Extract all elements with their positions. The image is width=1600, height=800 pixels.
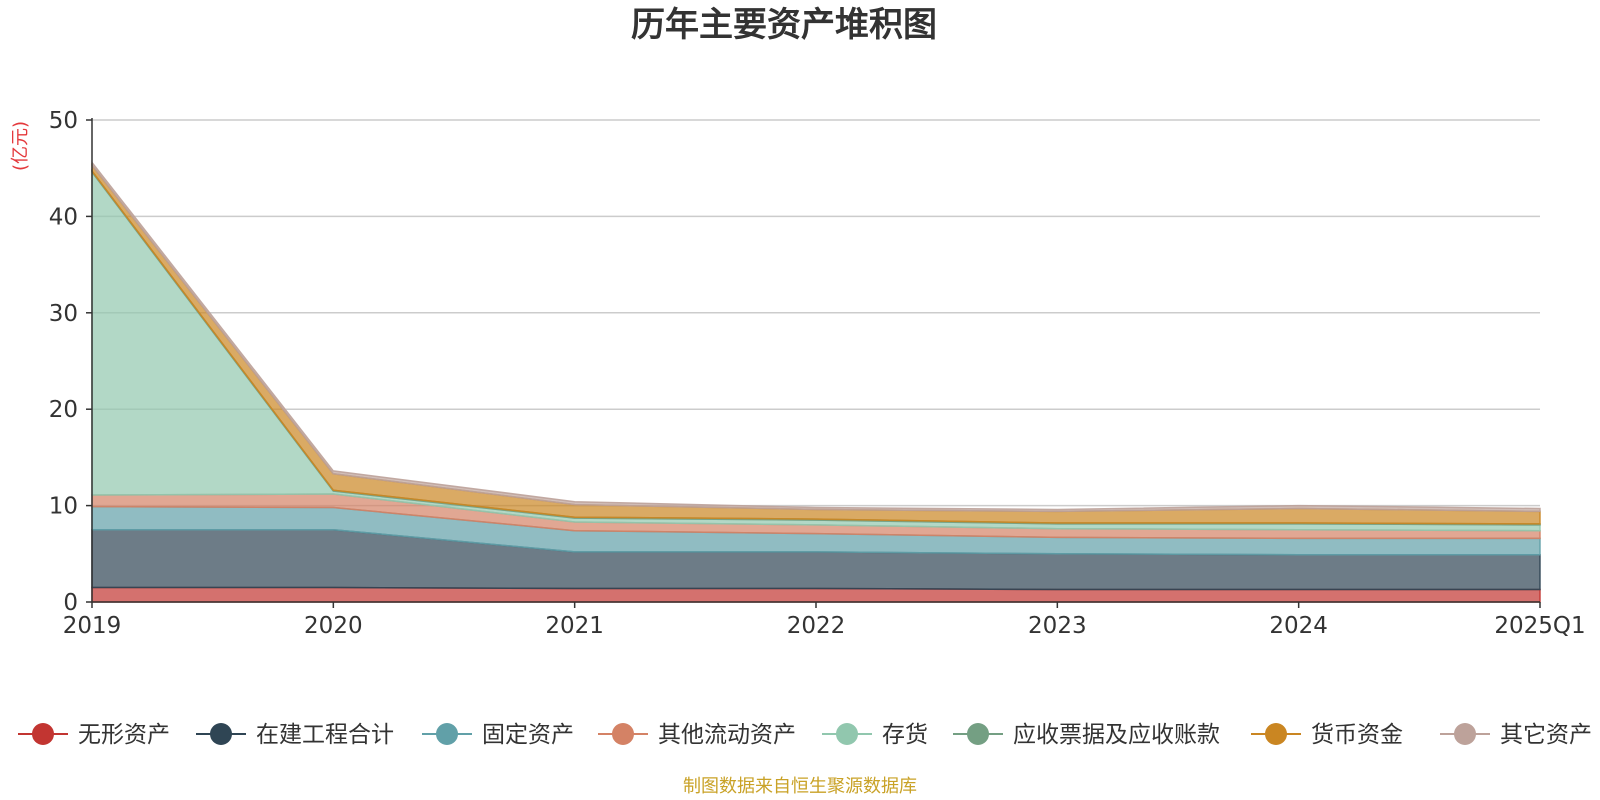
y-tick-label-50: 50 — [49, 108, 78, 134]
legend-item-6[interactable]: 货币资金 — [1251, 722, 1403, 748]
legend-marker-2 — [436, 723, 458, 745]
y-tick-label-30: 30 — [49, 301, 78, 327]
legend-item-7[interactable]: 其它资产 — [1440, 722, 1592, 748]
x-tick-label-2019: 2019 — [63, 613, 122, 639]
legend-label-5: 应收票据及应收账款 — [1013, 722, 1220, 748]
axes: 0 10 20 30 40 50 2019 2020 2021 2022 2023 2024 2025Q… — [49, 108, 1586, 639]
x-tick-label-2021: 2021 — [545, 613, 604, 639]
legend[interactable]: 无形资产 在建工程合计 固定资产 其他流动资产 存货 应收票据及应收账款 货币资金 其它资产 — [18, 722, 1592, 748]
legend-marker-6 — [1265, 723, 1287, 745]
area-series-7[interactable] — [91, 160, 1541, 513]
legend-label-3: 其他流动资产 — [658, 722, 796, 748]
legend-label-1: 在建工程合计 — [256, 722, 394, 748]
legend-item-4[interactable]: 存货 — [822, 722, 928, 748]
x-tick-label-2022: 2022 — [787, 613, 846, 639]
legend-item-3[interactable]: 其他流动资产 — [598, 722, 796, 748]
chart-title: 历年主要资产堆积图 — [631, 5, 937, 45]
legend-marker-1 — [210, 723, 232, 745]
source-note: 制图数据来自恒生聚源数据库 — [683, 776, 917, 797]
legend-marker-5 — [967, 723, 989, 745]
legend-marker-7 — [1454, 723, 1476, 745]
legend-item-1[interactable]: 在建工程合计 — [196, 722, 394, 748]
legend-label-4: 存货 — [882, 722, 928, 748]
x-tick-label-2024: 2024 — [1269, 613, 1328, 639]
legend-marker-4 — [836, 723, 858, 745]
legend-item-2[interactable]: 固定资产 — [422, 722, 574, 748]
y-tick-label-20: 20 — [49, 397, 78, 423]
y-axis-unit-label: (亿元) — [10, 121, 31, 171]
legend-label-6: 货币资金 — [1311, 722, 1403, 748]
y-tick-label-0: 0 — [63, 590, 78, 616]
y-tick-label-40: 40 — [49, 204, 78, 230]
area-series-4[interactable] — [91, 169, 1541, 532]
x-tick-label-2020: 2020 — [304, 613, 363, 639]
area-series-group — [91, 160, 1541, 603]
y-tick-label-10: 10 — [49, 494, 78, 520]
x-tick-label-2023: 2023 — [1028, 613, 1087, 639]
legend-label-7: 其它资产 — [1500, 722, 1592, 748]
legend-label-2: 固定资产 — [482, 722, 574, 748]
legend-marker-3 — [612, 723, 634, 745]
legend-item-0[interactable]: 无形资产 — [18, 722, 170, 748]
legend-item-5[interactable]: 应收票据及应收账款 — [953, 722, 1220, 748]
x-tick-label-2025Q1: 2025Q1 — [1494, 613, 1585, 639]
legend-label-0: 无形资产 — [78, 722, 170, 748]
legend-marker-0 — [32, 723, 54, 745]
